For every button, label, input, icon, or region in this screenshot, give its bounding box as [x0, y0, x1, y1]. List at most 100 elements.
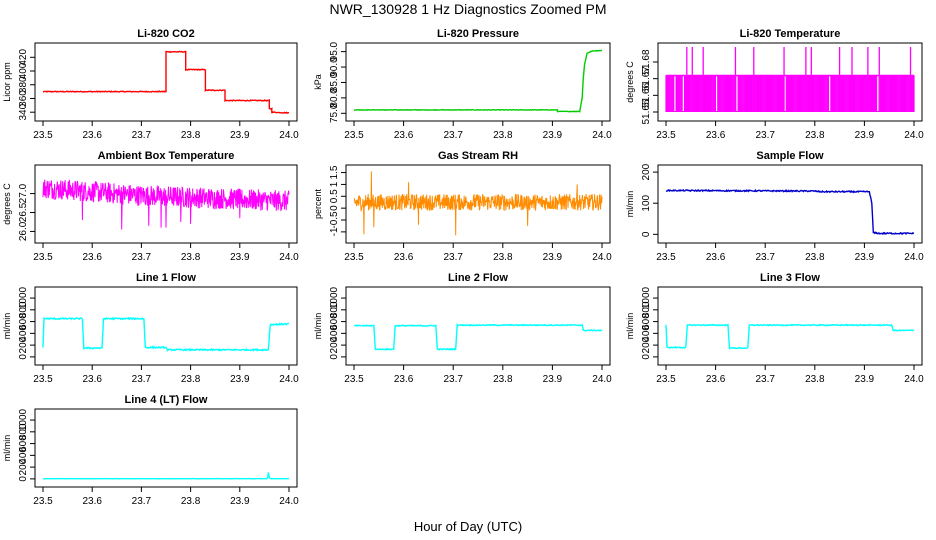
- x-tick-label: 23.9: [230, 252, 250, 263]
- y-tick-label: 800: [18, 301, 29, 318]
- plot-frame: [34, 42, 298, 122]
- y-tick-label: 26.0: [18, 221, 29, 241]
- x-tick-label: 23.5: [656, 374, 676, 385]
- panel-line3: Line 3 Flow ml/min 23.5 23.6 23.7 23.8 23.9 24.…: [625, 272, 924, 385]
- x-tick-label: 23.9: [230, 374, 250, 385]
- panel-title: Li-820 CO2: [137, 28, 194, 40]
- y-tick-label: 1000: [18, 408, 29, 431]
- panel-co2: Li-820 CO2 Licor ppm 23.5 23.6 23.7 23.8 23.9 2…: [2, 28, 299, 141]
- x-tick-label: 23.8: [181, 374, 201, 385]
- x-tick-label: 23.9: [543, 374, 563, 385]
- y-tick-label: 400: [329, 325, 340, 342]
- x-tick-label: 23.8: [493, 252, 513, 263]
- x-tick-label: 23.6: [82, 496, 102, 507]
- y-tick-label: 400: [18, 325, 29, 342]
- panel-box_temp: Ambient Box Temperature degrees C 23.5 23.6…: [2, 150, 299, 263]
- panel-title: Gas Stream RH: [438, 150, 518, 162]
- x-tick-label: 23.7: [132, 252, 152, 263]
- y-tick-label: 27.0: [18, 183, 29, 203]
- y-tick-label: 1: [329, 181, 340, 187]
- panel-title: Line 3 Flow: [760, 272, 820, 284]
- panel-title: Line 1 Flow: [136, 272, 196, 284]
- series-line2: [353, 323, 603, 351]
- y-tick-label: 400: [641, 325, 652, 342]
- x-tick-label: 23.6: [394, 252, 414, 263]
- series-line4: [43, 472, 290, 480]
- x-tick-label: 23.8: [181, 496, 201, 507]
- y-axis-label: Licor ppm: [2, 62, 12, 102]
- data-line: [353, 49, 603, 113]
- y-tick-label: 0.5: [329, 189, 340, 203]
- x-tick-label: 23.7: [132, 130, 152, 141]
- y-tick-label: 600: [18, 313, 29, 330]
- x-tick-label: 23.9: [855, 130, 875, 141]
- x-tick-label: 23.5: [33, 374, 53, 385]
- y-tick-label: -1: [329, 227, 340, 236]
- y-axis-label: ml/min: [2, 435, 12, 462]
- data-line: [353, 323, 603, 351]
- x-tick-label: 23.6: [706, 130, 726, 141]
- x-tick-label: 23.6: [82, 252, 102, 263]
- x-tick-label: 23.5: [656, 252, 676, 263]
- x-tick-label: 23.8: [181, 252, 201, 263]
- series-sample_flow: [665, 188, 915, 236]
- y-tick-label: 340: [18, 103, 29, 120]
- series-box_temp: [42, 179, 290, 230]
- y-tick-label: 0: [18, 354, 29, 360]
- panel-title: Li-820 Temperature: [740, 28, 841, 40]
- y-tick-label: 80.0: [329, 88, 340, 108]
- y-tick-label: 51.66: [641, 82, 652, 107]
- y-tick-label: 1.5: [329, 165, 340, 179]
- data-line: [353, 171, 603, 236]
- panel-title: Line 2 Flow: [448, 272, 508, 284]
- y-tick-label: 1000: [641, 286, 652, 309]
- plot-frame: [657, 286, 923, 366]
- x-tick-label: 23.9: [230, 130, 250, 141]
- y-tick-label: 420: [18, 49, 29, 66]
- x-tick-label: 23.5: [344, 252, 364, 263]
- y-tick-label: 200: [641, 336, 652, 353]
- x-tick-label: 24.0: [592, 130, 612, 141]
- y-tick-label: 800: [329, 301, 340, 318]
- data-line: [42, 316, 290, 352]
- y-axis-label: kPa: [313, 74, 323, 90]
- plot-frame: [657, 164, 923, 244]
- y-axis-label: ml/min: [625, 313, 635, 340]
- y-axis-label: percent: [313, 188, 323, 219]
- x-tick-label: 23.5: [33, 130, 53, 141]
- y-tick-label: 200: [18, 458, 29, 475]
- panel-licor_temp: Li-820 Temperature degrees C 23.5 23.6 23.7 2…: [625, 28, 924, 141]
- y-tick-label: 95.0: [329, 41, 340, 61]
- y-tick-label: 360: [18, 90, 29, 107]
- y-axis-label: degrees C: [2, 183, 12, 225]
- y-tick-label: 0: [329, 205, 340, 211]
- x-tick-label: 23.9: [543, 130, 563, 141]
- x-tick-label: 23.7: [443, 130, 463, 141]
- panel-line1: Line 1 Flow ml/min 23.5 23.6 23.7 23.8 23.9 24.…: [2, 272, 299, 385]
- x-tick-label: 23.5: [656, 130, 676, 141]
- y-tick-label: 51.67: [641, 66, 652, 91]
- series-line1: [42, 316, 290, 352]
- x-tick-label: 23.9: [855, 252, 875, 263]
- data-line: [42, 50, 290, 115]
- x-tick-label: 23.7: [132, 374, 152, 385]
- x-tick-label: 23.8: [805, 130, 825, 141]
- y-tick-label: 75.0: [329, 103, 340, 123]
- x-tick-label: 24.0: [904, 374, 924, 385]
- x-tick-label: 23.6: [706, 374, 726, 385]
- x-tick-label: 23.5: [344, 130, 364, 141]
- panel-sample_flow: Sample Flow ml/min 23.5 23.6 23.7 23.8 23.9 24.…: [625, 150, 924, 263]
- x-tick-label: 24.0: [279, 496, 299, 507]
- x-tick-label: 23.5: [33, 252, 53, 263]
- data-line: [43, 472, 290, 480]
- y-tick-label: 600: [641, 313, 652, 330]
- panel-title: Li-820 Pressure: [437, 28, 519, 40]
- data-line: [665, 323, 915, 350]
- y-tick-label: 85.0: [329, 72, 340, 92]
- x-tick-label: 23.5: [344, 374, 364, 385]
- y-tick-label: 51.65: [641, 99, 652, 124]
- x-tick-label: 24.0: [279, 252, 299, 263]
- y-tick-label: 600: [18, 435, 29, 452]
- plot-frame: [345, 164, 611, 244]
- x-tick-label: 23.8: [181, 130, 201, 141]
